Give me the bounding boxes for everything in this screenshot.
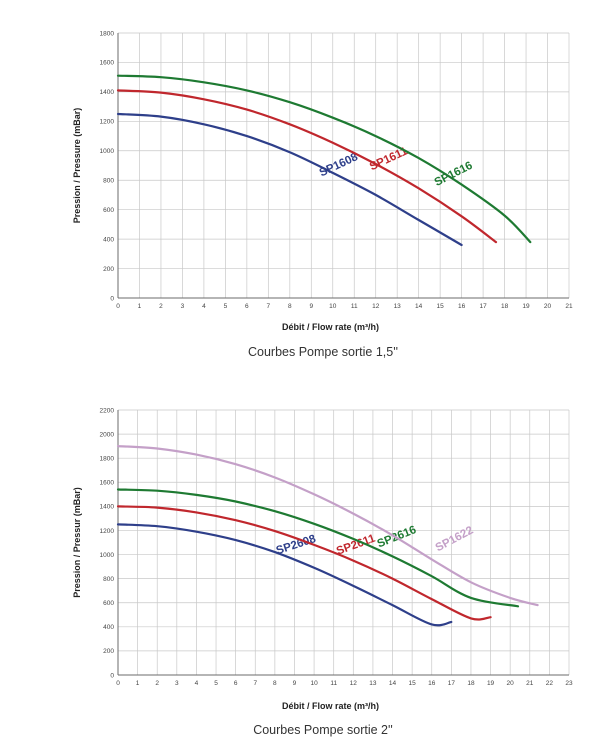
x-tick-label: 11 <box>330 680 337 687</box>
y-tick-label: 1600 <box>100 60 115 67</box>
x-tick-label: 16 <box>428 680 436 687</box>
x-tick-label: 11 <box>351 303 358 310</box>
y-tick-label: 1800 <box>100 30 115 37</box>
x-tick-label: 17 <box>479 303 487 310</box>
x-tick-label: 5 <box>214 680 218 687</box>
x-tick-label: 13 <box>394 303 402 310</box>
y-tick-label: 400 <box>103 624 114 631</box>
x-tick-label: 6 <box>245 303 249 310</box>
series-label-sp1622: SP1622 <box>434 524 476 554</box>
x-tick-label: 20 <box>507 680 515 687</box>
y-tick-label: 1600 <box>100 480 115 487</box>
x-tick-label: 18 <box>501 303 509 310</box>
chart-panel-1: 0 1 2 3 4 5 6 7 8 9 10 11 12 13 14 15 16 17 18 19 20 21020040… <box>72 30 573 359</box>
y-tick-label: 200 <box>103 648 114 655</box>
y-tick-label: 1400 <box>100 504 115 511</box>
x-tick-label: 12 <box>350 680 358 687</box>
series-label-sp1616: SP1616 <box>433 160 475 189</box>
chart-caption: Courbes Pompe sortie 1,5'' <box>248 345 398 359</box>
x-tick-label: 14 <box>415 303 423 310</box>
x-tick-label: 22 <box>546 680 554 687</box>
x-tick-label: 17 <box>448 680 456 687</box>
series-line-sp1611 <box>116 89 498 244</box>
x-tick-label: 21 <box>565 303 573 310</box>
x-tick-label: 6 <box>234 680 238 687</box>
x-tick-label: 14 <box>389 680 397 687</box>
x-axis-label: Débit / Flow rate (m³/h) <box>282 701 379 711</box>
x-tick-label: 2 <box>155 680 159 687</box>
x-tick-label: 1 <box>136 680 140 687</box>
y-axis-label: Pression / Pressur (mBar) <box>72 487 82 598</box>
chart-panel-2: 0 1 2 3 4 5 6 7 8 9 10 11 12 13 14 15 16 17 18 19 20 21 22 2302… <box>72 407 573 737</box>
x-tick-label: 20 <box>544 303 552 310</box>
x-tick-label: 5 <box>224 303 228 310</box>
x-tick-label: 1 <box>138 303 142 310</box>
y-tick-label: 800 <box>103 576 114 583</box>
series-line-sp2608 <box>116 523 453 627</box>
chart-caption: Courbes Pompe sortie 2'' <box>253 723 393 737</box>
x-tick-label: 21 <box>526 680 534 687</box>
x-tick-label: 2 <box>159 303 163 310</box>
x-tick-label: 4 <box>202 303 206 310</box>
x-tick-label: 16 <box>458 303 466 310</box>
series-line-sp1616 <box>116 74 532 244</box>
series-line-sp2616 <box>116 488 520 608</box>
x-tick-label: 18 <box>467 680 475 687</box>
x-tick-label: 9 <box>309 303 313 310</box>
x-tick-label: 15 <box>437 303 445 310</box>
y-tick-label: 1000 <box>100 552 115 559</box>
y-axis-label: Pression / Pressure (mBar) <box>72 108 82 224</box>
y-tick-label: 1200 <box>100 528 115 535</box>
y-tick-label: 2200 <box>100 407 115 414</box>
x-tick-label: 8 <box>273 680 277 687</box>
y-tick-label: 1200 <box>100 119 115 126</box>
x-axis-label: Débit / Flow rate (m³/h) <box>282 322 379 332</box>
y-tick-label: 2000 <box>100 431 115 438</box>
x-tick-label: 10 <box>329 303 337 310</box>
x-tick-label: 4 <box>195 680 199 687</box>
x-tick-label: 19 <box>522 303 530 310</box>
x-tick-label: 8 <box>288 303 292 310</box>
y-tick-label: 600 <box>103 600 114 607</box>
y-tick-label: 0 <box>110 295 114 302</box>
x-tick-label: 0 <box>116 680 120 687</box>
series-line-sp1608 <box>116 112 463 247</box>
x-tick-label: 0 <box>116 303 120 310</box>
y-tick-label: 0 <box>110 672 114 679</box>
y-tick-label: 600 <box>103 207 114 214</box>
series-label-sp2611: SP2611 <box>335 532 378 557</box>
x-tick-label: 7 <box>253 680 257 687</box>
y-tick-label: 800 <box>103 178 114 185</box>
x-tick-label: 3 <box>175 680 179 687</box>
y-tick-label: 1000 <box>100 148 115 155</box>
series-line-sp2611 <box>116 505 492 621</box>
y-tick-label: 200 <box>103 266 114 273</box>
x-tick-label: 3 <box>181 303 185 310</box>
x-tick-label: 10 <box>310 680 318 687</box>
x-tick-label: 23 <box>565 680 573 687</box>
x-tick-label: 12 <box>372 303 380 310</box>
y-tick-label: 400 <box>103 236 114 243</box>
x-tick-label: 9 <box>293 680 297 687</box>
x-tick-label: 13 <box>369 680 377 687</box>
y-tick-label: 1800 <box>100 455 115 462</box>
x-tick-label: 7 <box>267 303 271 310</box>
x-tick-label: 15 <box>409 680 417 687</box>
x-tick-label: 19 <box>487 680 495 687</box>
series-line-sp1622 <box>116 445 539 607</box>
y-tick-label: 1400 <box>100 89 115 96</box>
